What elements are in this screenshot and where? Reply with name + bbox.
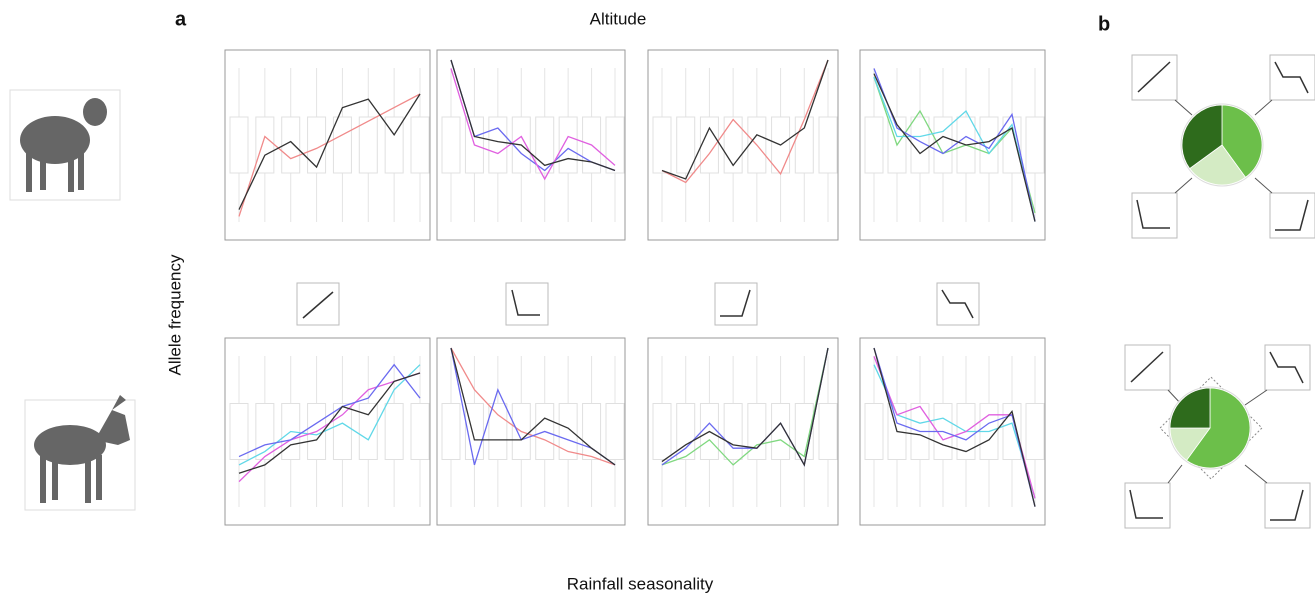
box	[441, 116, 461, 174]
pattern-icon	[1124, 482, 1171, 529]
allele-line	[661, 347, 829, 466]
allele-line	[873, 76, 1036, 222]
box	[358, 403, 378, 460]
allele-line	[450, 68, 616, 181]
allele-line	[661, 347, 829, 467]
pie-slice	[1169, 387, 1211, 429]
pattern-icon	[1131, 192, 1178, 239]
bottom-title: Rainfall seasonality	[567, 574, 714, 593]
box	[723, 403, 743, 460]
box	[933, 116, 953, 174]
pie-slice	[1221, 104, 1263, 178]
top-title: Altitude	[590, 9, 647, 28]
box	[229, 403, 249, 460]
box	[652, 116, 672, 174]
box	[910, 116, 930, 174]
allele-line	[661, 59, 829, 180]
pie-slice	[1181, 104, 1223, 170]
box	[864, 403, 884, 460]
box	[582, 403, 602, 460]
pattern-icon	[1124, 344, 1171, 391]
box	[384, 116, 404, 174]
panel-label: a	[175, 8, 187, 30]
allele-line	[238, 372, 421, 474]
box	[605, 403, 625, 460]
y-axis-label: Allele frequency	[165, 254, 184, 375]
allele-line	[450, 347, 616, 466]
pattern-icon	[714, 282, 758, 326]
box	[488, 116, 508, 174]
allele-line	[873, 73, 1036, 222]
box	[676, 403, 696, 460]
box	[605, 116, 625, 174]
allele-line	[873, 347, 1036, 507]
box	[332, 403, 352, 460]
allele-line	[873, 76, 1036, 214]
box	[1025, 116, 1045, 174]
box	[818, 116, 838, 174]
box	[332, 116, 352, 174]
pattern-icon	[1264, 482, 1311, 529]
allele-line	[661, 59, 829, 184]
box	[384, 403, 404, 460]
allele-line	[238, 364, 421, 466]
allele-line	[450, 59, 616, 172]
pie-slice	[1189, 144, 1247, 186]
allele-line	[238, 93, 421, 210]
box	[410, 403, 430, 460]
allele-line	[450, 347, 616, 466]
pie-outline	[1168, 386, 1252, 470]
pattern-icon	[936, 282, 980, 326]
box	[676, 116, 696, 174]
box	[255, 403, 275, 460]
box	[818, 403, 838, 460]
box	[358, 116, 378, 174]
pattern-icon	[1264, 344, 1311, 391]
box	[794, 116, 814, 174]
box	[771, 403, 791, 460]
pie-slice	[1185, 387, 1251, 469]
box	[255, 116, 275, 174]
pattern-icon	[1269, 192, 1315, 239]
pattern-icon	[296, 282, 340, 326]
panel-label: b	[1098, 13, 1110, 35]
box	[441, 403, 461, 460]
box	[747, 403, 767, 460]
box	[558, 403, 578, 460]
box	[558, 116, 578, 174]
box	[652, 403, 672, 460]
box	[535, 116, 555, 174]
pattern-icon	[505, 282, 549, 326]
sheep-icon	[9, 89, 121, 201]
box	[410, 116, 430, 174]
pattern-icon	[1269, 54, 1315, 101]
box	[281, 116, 301, 174]
connector	[1167, 99, 1273, 484]
allele-line	[238, 363, 421, 458]
box	[864, 116, 884, 174]
allele-line	[238, 93, 421, 217]
box	[229, 116, 249, 174]
allele-line	[450, 59, 616, 172]
box	[1025, 403, 1045, 460]
goat-icon	[24, 395, 136, 511]
pattern-icon	[1131, 54, 1178, 101]
pie-outline	[1180, 103, 1264, 187]
allele-line	[873, 364, 1036, 499]
box	[979, 116, 999, 174]
